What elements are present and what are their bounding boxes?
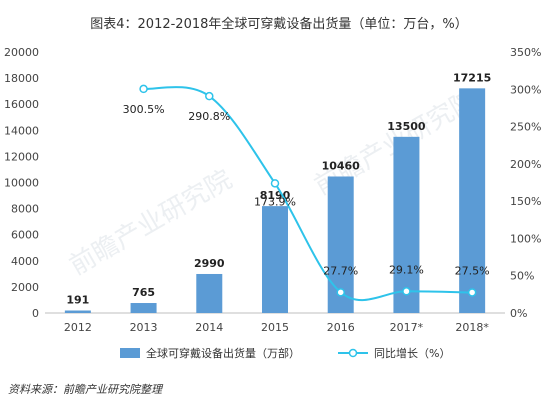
left-y-tick-label: 0 xyxy=(32,307,39,320)
right-y-tick-label: 0% xyxy=(510,307,527,320)
growth-value-label: 290.8% xyxy=(188,110,230,123)
growth-point xyxy=(467,288,477,297)
bar xyxy=(393,136,420,313)
growth-point xyxy=(270,179,280,188)
left-y-tick-label: 20000 xyxy=(4,46,39,59)
bar-value-label: 17215 xyxy=(453,71,491,84)
growth-point xyxy=(336,288,345,297)
legend-bar-swatch xyxy=(120,348,140,358)
right-y-tick-label: 350% xyxy=(510,46,541,59)
growth-point xyxy=(139,84,148,94)
bar-value-label: 10460 xyxy=(322,159,361,172)
left-y-tick-label: 2000 xyxy=(11,281,39,294)
growth-value-label: 173.9% xyxy=(254,195,296,208)
x-tick-label: 2012 xyxy=(64,321,92,334)
left-y-tick-label: 10000 xyxy=(4,177,39,190)
x-tick-label: 2015 xyxy=(261,321,289,334)
growth-value-label: 27.5% xyxy=(455,264,490,277)
chart-title: 图表4：2012-2018年全球可穿戴设备出货量（单位：万台，%） xyxy=(90,17,468,32)
left-y-tick-label: 8000 xyxy=(11,203,39,216)
legend-bar-label: 全球可穿戴设备出货量（万部） xyxy=(146,346,300,360)
left-y-tick-label: 4000 xyxy=(11,255,39,268)
x-tick-label: 2017* xyxy=(390,321,424,334)
source-note: 资料来源：前瞻产业研究院整理 xyxy=(8,383,162,396)
right-y-tick-label: 50% xyxy=(510,270,534,283)
legend-line-label: 同比增长（%） xyxy=(374,346,450,360)
bar xyxy=(64,310,91,313)
bar xyxy=(130,303,157,313)
left-y-tick-label: 12000 xyxy=(4,150,39,163)
x-tick-label: 2013 xyxy=(130,321,158,334)
right-y-tick-label: 150% xyxy=(510,195,541,208)
bar-value-label: 191 xyxy=(66,294,89,307)
right-y-tick-label: 200% xyxy=(510,158,541,171)
growth-value-label: 27.7% xyxy=(323,264,358,277)
x-tick-label: 2016 xyxy=(327,321,355,334)
bar xyxy=(459,88,486,313)
right-y-tick-label: 100% xyxy=(510,232,541,245)
bar xyxy=(196,273,223,313)
left-y-tick-label: 14000 xyxy=(4,124,39,137)
bar-value-label: 765 xyxy=(132,286,155,299)
left-y-tick-label: 6000 xyxy=(11,229,39,242)
bar-value-label: 8190 xyxy=(260,189,291,202)
bar xyxy=(262,206,288,313)
growth-point xyxy=(402,287,411,296)
x-tick-label: 2018* xyxy=(455,321,489,334)
growth-point xyxy=(205,91,214,101)
right-y-tick-label: 300% xyxy=(510,83,541,96)
left-y-tick-label: 16000 xyxy=(4,98,39,111)
right-y-tick-label: 250% xyxy=(510,121,541,134)
bar-value-label: 13500 xyxy=(387,120,426,133)
growth-value-label: 300.5% xyxy=(123,103,165,116)
x-tick-label: 2014 xyxy=(195,321,223,334)
left-y-tick-label: 18000 xyxy=(4,72,39,85)
legend-line-marker xyxy=(348,348,358,358)
growth-value-label: 29.1% xyxy=(389,263,424,276)
bar-value-label: 2990 xyxy=(194,257,225,270)
